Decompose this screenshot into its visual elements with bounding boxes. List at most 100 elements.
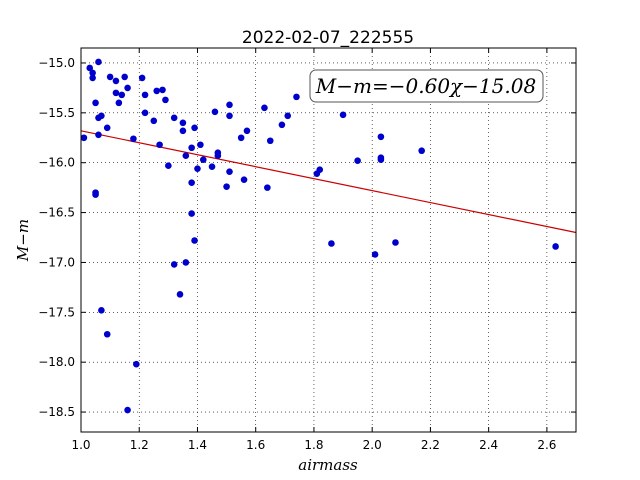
data-point bbox=[377, 156, 385, 164]
data-point bbox=[115, 99, 123, 107]
data-point bbox=[89, 69, 96, 77]
data-point bbox=[191, 237, 198, 244]
y-tick-label: −16.0 bbox=[38, 156, 75, 170]
grid-lines bbox=[80, 48, 576, 432]
data-point bbox=[141, 91, 149, 99]
data-point bbox=[214, 152, 222, 160]
x-tick-label: 2.0 bbox=[363, 438, 382, 452]
data-point bbox=[98, 112, 105, 120]
y-tick-label: −15.0 bbox=[38, 56, 75, 70]
x-tick-label: 2.6 bbox=[537, 438, 556, 452]
data-point bbox=[243, 127, 251, 135]
data-point bbox=[261, 104, 268, 112]
data-point bbox=[371, 251, 379, 258]
y-tick-label: −16.5 bbox=[38, 206, 75, 220]
data-point bbox=[86, 64, 94, 72]
data-point bbox=[159, 86, 166, 94]
data-point bbox=[150, 117, 158, 125]
data-point bbox=[211, 108, 219, 116]
data-points bbox=[80, 58, 559, 414]
data-point bbox=[103, 330, 111, 338]
data-point bbox=[278, 121, 286, 129]
data-point bbox=[182, 152, 190, 160]
data-point bbox=[197, 141, 204, 149]
data-point bbox=[170, 114, 178, 122]
data-point bbox=[95, 58, 102, 66]
data-point bbox=[237, 134, 245, 142]
x-tick-label: 2.4 bbox=[479, 438, 498, 452]
x-tick-label: 1.2 bbox=[130, 438, 149, 452]
data-point bbox=[293, 93, 300, 101]
data-point bbox=[199, 156, 207, 164]
data-point bbox=[266, 137, 274, 145]
x-axis-label: airmass bbox=[298, 456, 358, 474]
plot-frame bbox=[80, 47, 577, 433]
data-point bbox=[284, 112, 292, 120]
data-point bbox=[191, 124, 198, 132]
data-point bbox=[89, 74, 96, 82]
x-tick-label: 1.0 bbox=[71, 438, 90, 452]
data-point bbox=[124, 406, 131, 414]
data-point bbox=[80, 134, 88, 142]
fit-equation-box bbox=[309, 69, 544, 103]
data-point bbox=[92, 191, 99, 198]
axis-ticks bbox=[80, 48, 576, 432]
data-point bbox=[121, 73, 128, 81]
y-tick-labels: −15.0 −15.5 −16.0 −16.5 −17.0 −17.5 −18.0 −18.5 bbox=[38, 56, 75, 419]
data-point bbox=[112, 89, 120, 97]
x-tick-labels: 1.0 1.2 1.4 1.6 1.8 2.0 2.2 2.4 2.6 bbox=[71, 438, 556, 452]
data-point bbox=[165, 162, 172, 169]
data-point bbox=[92, 99, 99, 107]
y-tick-label: −15.5 bbox=[38, 106, 75, 120]
data-point bbox=[118, 91, 126, 99]
data-point bbox=[208, 163, 216, 170]
data-point bbox=[226, 101, 233, 109]
x-tick-label: 1.4 bbox=[188, 438, 207, 452]
data-point bbox=[226, 168, 233, 175]
data-point bbox=[223, 183, 230, 190]
data-point bbox=[377, 133, 385, 141]
y-tick-label: −17.5 bbox=[38, 305, 75, 319]
fit-line bbox=[80, 130, 577, 234]
data-point bbox=[170, 261, 178, 268]
data-point bbox=[95, 131, 102, 139]
data-point bbox=[124, 84, 131, 92]
data-point bbox=[188, 210, 195, 217]
data-point bbox=[103, 124, 111, 132]
data-point bbox=[153, 87, 161, 95]
data-point bbox=[188, 179, 195, 186]
data-point bbox=[339, 111, 347, 119]
data-point bbox=[138, 74, 146, 82]
chart-title: 2022-02-07_222555 bbox=[242, 28, 414, 48]
data-point bbox=[328, 240, 335, 247]
data-point bbox=[179, 127, 187, 135]
data-point bbox=[130, 135, 137, 143]
data-point bbox=[552, 243, 559, 250]
data-point bbox=[179, 119, 187, 127]
data-point bbox=[112, 77, 120, 85]
data-point bbox=[240, 176, 248, 183]
data-point bbox=[418, 147, 425, 155]
y-tick-label: −17.0 bbox=[38, 255, 75, 269]
data-point bbox=[133, 360, 140, 368]
data-point bbox=[354, 157, 361, 165]
y-axis-label: M−m bbox=[14, 219, 32, 262]
x-tick-label: 1.8 bbox=[304, 438, 323, 452]
data-point bbox=[392, 239, 399, 246]
y-tick-label: −18.0 bbox=[38, 355, 75, 369]
data-point bbox=[316, 166, 324, 173]
data-point bbox=[194, 165, 201, 172]
data-point bbox=[264, 184, 271, 191]
data-point bbox=[162, 96, 169, 104]
data-point bbox=[226, 112, 233, 120]
x-tick-label: 2.2 bbox=[421, 438, 440, 452]
data-point bbox=[141, 109, 149, 117]
x-tick-label: 1.6 bbox=[246, 438, 265, 452]
data-point bbox=[156, 141, 163, 149]
data-point bbox=[98, 307, 105, 314]
fit-equation: M−m=−0.60χ−15.08 bbox=[315, 74, 536, 98]
data-point bbox=[106, 73, 114, 81]
data-point bbox=[188, 144, 195, 152]
data-point bbox=[182, 259, 190, 266]
